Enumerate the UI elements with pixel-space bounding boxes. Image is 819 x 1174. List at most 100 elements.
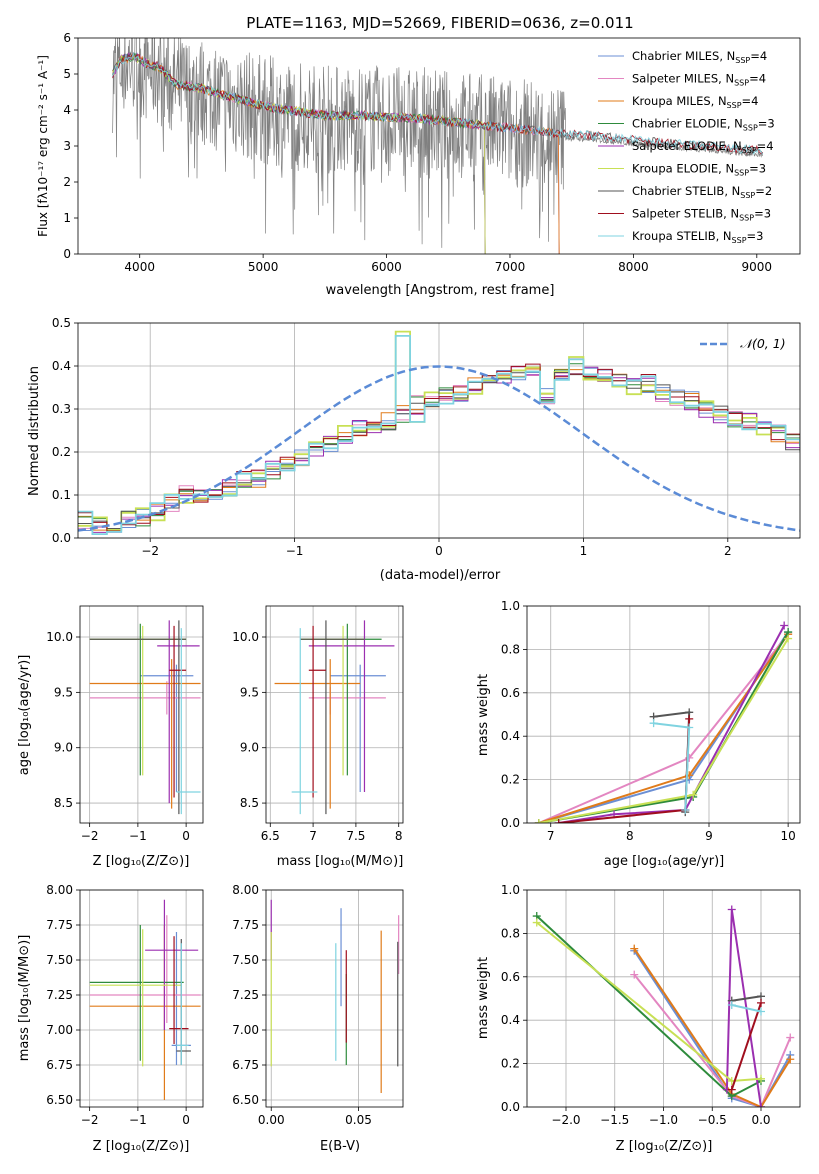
axes-frame — [526, 605, 801, 824]
x-tick-label: −2 — [141, 544, 159, 558]
weight-point-marker — [757, 1074, 765, 1083]
x-tick-label: 7 — [547, 829, 555, 843]
massEbv-xlabel: E(B-V) — [320, 1139, 360, 1154]
x-tick-label: 7000 — [495, 260, 526, 274]
x-tick-label: 2 — [724, 544, 732, 558]
y-tick-label: 7.75 — [232, 918, 259, 932]
x-tick-label: 0 — [182, 1113, 190, 1127]
legend-entry: Chabrier MILES, NSSP=4 — [632, 49, 767, 65]
axes-frame — [265, 889, 404, 1108]
y-tick-label: 7.50 — [46, 953, 73, 967]
panel-content — [534, 621, 793, 823]
panel-content — [532, 905, 795, 1107]
y-tick-label: 0 — [63, 247, 71, 261]
y-tick-label: 2 — [63, 175, 71, 189]
y-tick-label: 6.50 — [232, 1093, 259, 1107]
x-tick-label: 6.5 — [261, 829, 280, 843]
x-tick-label: −1.0 — [649, 1113, 678, 1127]
y-tick-label: 1.0 — [501, 599, 520, 613]
gaussian-curve — [78, 365, 800, 532]
weight-point-marker — [681, 805, 690, 814]
panel-content — [270, 899, 400, 1093]
y-tick-label: 10.0 — [46, 630, 73, 644]
x-tick-label: 9 — [705, 829, 713, 843]
panel-4: 7 8 9 10 0.0 0.2 0.4 0.6 0.8 1.0 — [501, 599, 801, 843]
y-tick-label: 0.0 — [52, 531, 71, 545]
spectrum-legend: Chabrier MILES, NSSP=4 Salpeter MILES, NS… — [598, 49, 775, 245]
y-tick-label: 7.25 — [232, 988, 259, 1002]
y-tick-label: 6.75 — [232, 1058, 259, 1072]
panel-7: −2.0 −1.5 −1.0 −0.5 0.0 0.0 0.2 0.4 0.6 0.8 1.0 — [501, 883, 801, 1127]
weight-point-marker — [649, 719, 658, 728]
y-tick-label: 8.00 — [46, 883, 73, 897]
x-tick-label: 0 — [182, 829, 190, 843]
weight-series-line — [633, 948, 792, 1107]
panel-5: −2 −1 0 6.50 6.75 7.00 7.25 7.50 7.75 8.00 — [46, 883, 204, 1127]
weight-point-marker — [689, 790, 698, 799]
y-tick-label: 8.5 — [240, 796, 259, 810]
x-tick-label: 0.05 — [345, 1113, 372, 1127]
figure-title: PLATE=1163, MJD=52669, FIBERID=0636, z=0… — [246, 14, 633, 32]
x-tick-label: 6000 — [371, 260, 402, 274]
y-tick-label: 7.00 — [232, 1023, 259, 1037]
legend-entry: Salpeter STELIB, NSSP=3 — [632, 207, 771, 223]
ageMass-xlabel: mass [log₁₀(M/M⊙)] — [277, 854, 404, 869]
model-spectrum-series — [112, 53, 764, 155]
x-tick-label: −2 — [81, 829, 99, 843]
x-tick-label: −1 — [129, 1113, 147, 1127]
weight-point-marker — [786, 1055, 795, 1064]
y-tick-label: 9.0 — [240, 741, 259, 755]
panel-1: −2 −1 0 1 2 0.0 0.1 0.2 0.3 0.4 0.5 𝒩(0, 1) — [52, 316, 801, 558]
y-tick-label: 8.00 — [232, 883, 259, 897]
gaussian-legend-label: 𝒩(0, 1) — [740, 336, 786, 351]
y-tick-label: 0.1 — [52, 488, 71, 502]
x-tick-label: −2.0 — [551, 1113, 580, 1127]
panel-content — [89, 620, 201, 815]
y-tick-label: 6.50 — [46, 1093, 73, 1107]
x-tick-label: 0 — [435, 544, 443, 558]
weightZ-ylabel: mass weight — [476, 957, 491, 1039]
weight-series-line — [730, 1002, 762, 1090]
residuals-xlabel: (data-model)/error — [380, 568, 501, 583]
y-tick-label: 0.5 — [52, 316, 71, 330]
y-tick-label: 3 — [63, 139, 71, 153]
x-tick-label: −0.5 — [698, 1113, 727, 1127]
x-tick-label: 0.0 — [751, 1113, 770, 1127]
x-tick-label: −2 — [81, 1113, 99, 1127]
weight-point-marker — [784, 634, 793, 643]
y-tick-label: 0.0 — [501, 816, 520, 830]
weight-point-marker — [685, 723, 694, 732]
legend-entry: Chabrier STELIB, NSSP=2 — [632, 184, 772, 200]
y-tick-label: 0.8 — [501, 642, 520, 656]
y-tick-label: 1.0 — [501, 883, 520, 897]
residuals-ylabel: Normed distribution — [27, 366, 42, 496]
y-tick-label: 0.0 — [501, 1100, 520, 1114]
weight-series-line — [731, 1004, 762, 1013]
weight-point-marker — [757, 1007, 765, 1016]
x-tick-label: 0.00 — [258, 1113, 285, 1127]
y-tick-label: 0.4 — [501, 729, 520, 743]
x-tick-label: 5000 — [248, 260, 279, 274]
weight-point-marker — [786, 1033, 795, 1042]
weight-point-marker — [630, 944, 639, 953]
y-tick-label: 0.2 — [501, 773, 520, 787]
y-tick-label: 7.50 — [232, 953, 259, 967]
legend-entry: Kroupa ELODIE, NSSP=3 — [632, 162, 766, 178]
legend-entry: Chabrier ELODIE, NSSP=3 — [632, 117, 775, 133]
panel-content — [89, 899, 201, 1100]
y-tick-label: 0.4 — [501, 1013, 520, 1027]
weight-point-marker — [727, 1001, 736, 1010]
x-tick-label: −1 — [129, 829, 147, 843]
panel-2: −2 −1 0 8.5 9.0 9.5 10.0 — [46, 605, 204, 843]
observed-spectrum — [112, 38, 764, 248]
y-tick-label: 9.5 — [54, 685, 73, 699]
massZ-xlabel: Z [log₁₀(Z/Z⊙)] — [93, 1139, 190, 1154]
weight-series-line — [633, 973, 792, 1107]
model-spectrum-series — [112, 53, 486, 254]
ageZ-ylabel: age [log₁₀(age/yr)] — [17, 655, 32, 776]
panel-content — [112, 38, 764, 254]
axes-frame — [79, 605, 204, 824]
y-tick-label: 0.4 — [52, 359, 71, 373]
panel-content — [78, 330, 800, 535]
weight-point-marker — [685, 714, 694, 723]
